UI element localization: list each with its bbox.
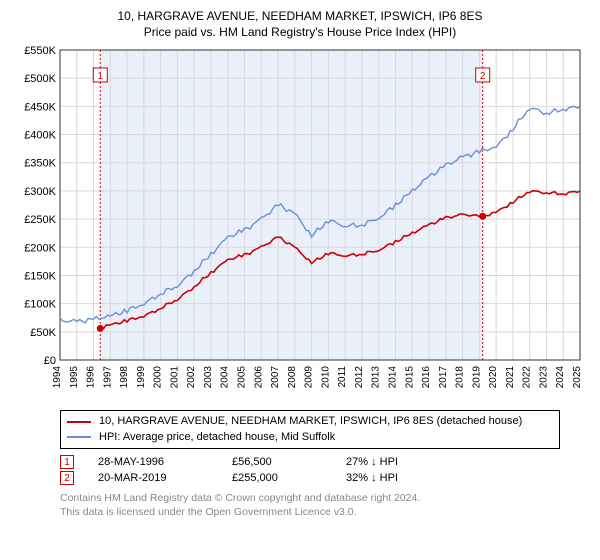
footer: Contains HM Land Registry data © Crown c… (60, 491, 588, 519)
chart-plot: £0 £50K £100K £150K £200K £250K £300K £350K £400… (12, 44, 588, 404)
svg-text:2011: 2011 (337, 366, 348, 388)
svg-text:2022: 2022 (522, 366, 533, 389)
svg-text:1: 1 (97, 71, 103, 82)
svg-text:£300K: £300K (24, 186, 56, 198)
transaction-date: 20-MAR-2019 (98, 472, 208, 484)
transaction-row: 2 20-MAR-2019 £255,000 32% ↓ HPI (60, 471, 588, 485)
svg-text:2002: 2002 (186, 366, 197, 389)
svg-text:2001: 2001 (169, 366, 180, 389)
svg-text:1996: 1996 (86, 366, 97, 389)
svg-text:1998: 1998 (119, 366, 130, 389)
svg-text:£50K: £50K (30, 327, 56, 339)
legend: 10, HARGRAVE AVENUE, NEEDHAM MARKET, IPS… (60, 410, 560, 449)
svg-text:2005: 2005 (237, 366, 248, 389)
svg-text:£100K: £100K (24, 299, 56, 311)
svg-text:2009: 2009 (304, 366, 315, 389)
svg-text:2025: 2025 (572, 366, 583, 389)
svg-text:2015: 2015 (404, 366, 415, 389)
svg-text:2016: 2016 (421, 366, 432, 389)
svg-text:2018: 2018 (455, 366, 466, 389)
svg-text:£500K: £500K (24, 74, 56, 86)
legend-text-2: HPI: Average price, detached house, Mid … (99, 430, 335, 445)
svg-text:2023: 2023 (538, 366, 549, 389)
title-line-1: 10, HARGRAVE AVENUE, NEEDHAM MARKET, IPS… (12, 8, 588, 24)
legend-row-1: 10, HARGRAVE AVENUE, NEEDHAM MARKET, IPS… (67, 414, 553, 429)
svg-text:2019: 2019 (471, 366, 482, 389)
svg-text:2006: 2006 (253, 366, 264, 389)
svg-text:2012: 2012 (354, 366, 365, 389)
chart-title: 10, HARGRAVE AVENUE, NEEDHAM MARKET, IPS… (12, 8, 588, 40)
svg-text:2008: 2008 (287, 366, 298, 389)
svg-text:2: 2 (480, 71, 486, 82)
svg-text:1999: 1999 (136, 366, 147, 389)
transactions: 1 28-MAY-1996 £56,500 27% ↓ HPI 2 20-MAR-2019… (12, 453, 588, 487)
svg-text:2024: 2024 (555, 366, 566, 389)
svg-text:1995: 1995 (69, 366, 80, 389)
transaction-price: £56,500 (232, 456, 322, 468)
svg-text:2021: 2021 (505, 366, 516, 389)
chart-container: 10, HARGRAVE AVENUE, NEEDHAM MARKET, IPS… (0, 0, 600, 560)
svg-text:2007: 2007 (270, 366, 281, 389)
svg-text:2020: 2020 (488, 366, 499, 389)
svg-text:2014: 2014 (387, 366, 398, 389)
svg-text:£0: £0 (44, 355, 56, 367)
legend-text-1: 10, HARGRAVE AVENUE, NEEDHAM MARKET, IPS… (99, 414, 522, 429)
footer-line-1: Contains HM Land Registry data © Crown c… (60, 491, 588, 505)
transaction-delta: 27% ↓ HPI (346, 456, 398, 468)
legend-row-2: HPI: Average price, detached house, Mid … (67, 430, 553, 445)
svg-text:2004: 2004 (220, 366, 231, 389)
svg-text:2013: 2013 (371, 366, 382, 389)
svg-text:2010: 2010 (320, 366, 331, 389)
transaction-price: £255,000 (232, 472, 322, 484)
transaction-delta: 32% ↓ HPI (346, 472, 398, 484)
svg-text:£200K: £200K (24, 243, 56, 255)
marker-badge: 1 (60, 455, 74, 469)
chart-svg: £0 £50K £100K £150K £200K £250K £300K £350K £400… (12, 44, 588, 404)
svg-text:£550K: £550K (24, 45, 56, 57)
svg-text:2000: 2000 (153, 366, 164, 389)
svg-text:1997: 1997 (102, 366, 113, 389)
svg-text:£150K: £150K (24, 271, 56, 283)
legend-swatch-2 (67, 436, 91, 438)
legend-swatch-1 (67, 421, 91, 423)
transaction-row: 1 28-MAY-1996 £56,500 27% ↓ HPI (60, 455, 588, 469)
svg-text:1994: 1994 (52, 366, 63, 389)
svg-text:2003: 2003 (203, 366, 214, 389)
svg-text:£450K: £450K (24, 102, 56, 114)
svg-text:£350K: £350K (24, 158, 56, 170)
transaction-date: 28-MAY-1996 (98, 456, 208, 468)
marker-badge: 2 (60, 471, 74, 485)
svg-text:£400K: £400K (24, 130, 56, 142)
svg-text:2017: 2017 (438, 366, 449, 389)
svg-text:£250K: £250K (24, 214, 56, 226)
title-line-2: Price paid vs. HM Land Registry's House … (12, 24, 588, 40)
footer-line-2: This data is licensed under the Open Gov… (60, 505, 588, 519)
